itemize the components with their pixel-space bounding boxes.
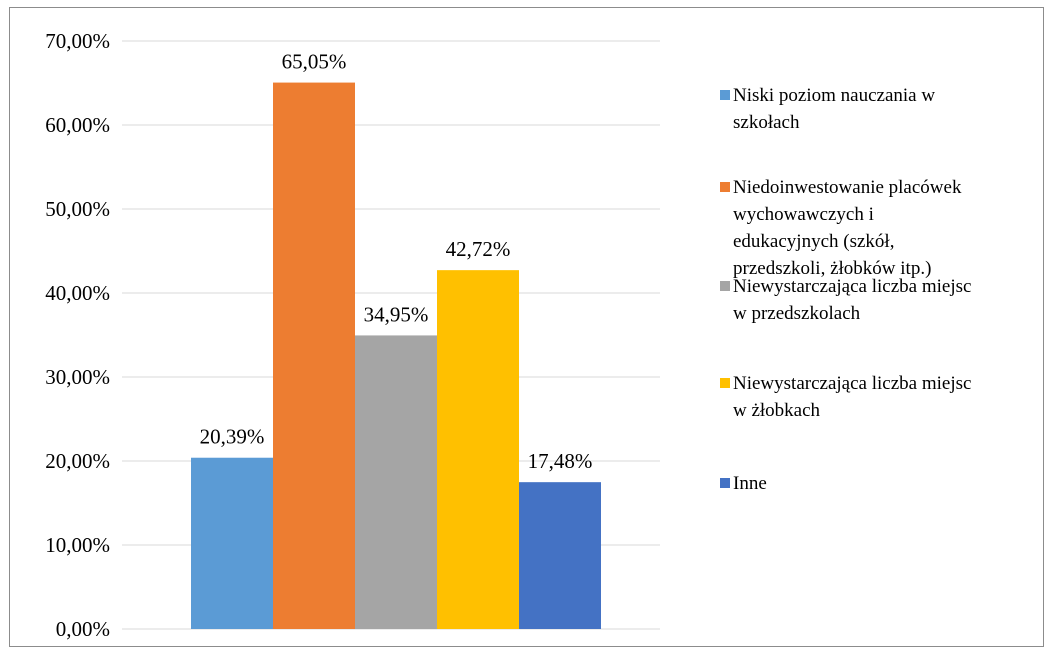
y-tick-label: 10,00% bbox=[45, 533, 110, 557]
legend-label: w żłobkach bbox=[733, 400, 821, 421]
y-tick-label: 40,00% bbox=[45, 281, 110, 305]
bar bbox=[273, 82, 355, 629]
bar bbox=[355, 335, 437, 629]
y-tick-label: 20,00% bbox=[45, 449, 110, 473]
legend-label: przedszkoli, żłobków itp.) bbox=[733, 258, 931, 279]
data-label: 20,39% bbox=[200, 425, 265, 449]
legend-label: Niewystarczająca liczba miejsc bbox=[733, 373, 971, 394]
legend-label: Niewystarczająca liczba miejsc bbox=[733, 276, 971, 297]
legend-swatch bbox=[720, 281, 730, 291]
legend-swatch bbox=[720, 378, 730, 388]
legend-label: edukacyjnych (szkół, bbox=[733, 231, 894, 252]
legend-label: w przedszkolach bbox=[733, 303, 861, 324]
y-tick-label: 60,00% bbox=[45, 113, 110, 137]
bar bbox=[519, 482, 601, 629]
legend-label: Inne bbox=[733, 473, 767, 494]
chart-frame bbox=[9, 7, 1044, 647]
legend-swatch bbox=[720, 478, 730, 488]
bar bbox=[437, 270, 519, 629]
legend-label: szkołach bbox=[733, 112, 800, 133]
bar bbox=[191, 457, 273, 629]
y-tick-label: 30,00% bbox=[45, 365, 110, 389]
legend-label: Niedoinwestowanie placówek bbox=[733, 177, 962, 198]
y-tick-label: 50,00% bbox=[45, 197, 110, 221]
y-tick-label: 0,00% bbox=[56, 617, 110, 641]
data-label: 17,48% bbox=[528, 449, 593, 473]
legend-label: wychowawczych i bbox=[733, 204, 874, 225]
data-label: 42,72% bbox=[446, 237, 511, 261]
legend-label: Niski poziom nauczania w bbox=[733, 85, 935, 106]
data-label: 34,95% bbox=[364, 302, 429, 326]
data-label: 65,05% bbox=[282, 50, 347, 74]
legend-swatch bbox=[720, 182, 730, 192]
y-tick-label: 70,00% bbox=[45, 29, 110, 53]
legend-swatch bbox=[720, 90, 730, 100]
